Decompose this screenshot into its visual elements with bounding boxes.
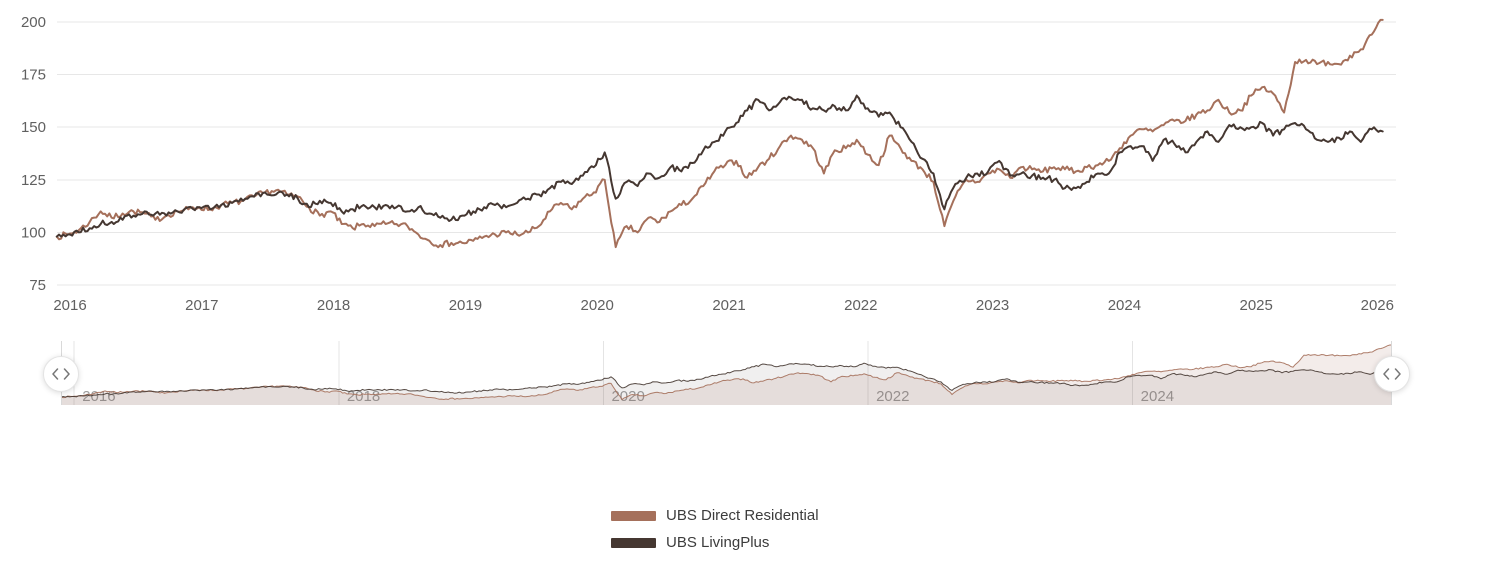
- series-line-ubs-direct-residential[interactable]: [55, 18, 1384, 249]
- navigator-axis-label: 2024: [1141, 388, 1174, 405]
- legend: UBS Direct Residential UBS LivingPlus: [611, 507, 819, 551]
- x-axis-label: 2019: [449, 297, 482, 314]
- navigator-right-handle[interactable]: [1374, 356, 1410, 392]
- navigator-axis-label: 2022: [876, 388, 909, 405]
- legend-item-ubs-direct-residential[interactable]: UBS Direct Residential: [611, 507, 819, 524]
- navigator-chart[interactable]: 20162018202020222024: [0, 339, 1493, 409]
- x-axis-label: 2025: [1240, 297, 1273, 314]
- chevrons-left-right-icon: [52, 368, 70, 380]
- navigator-axis-label: 2018: [347, 388, 380, 405]
- x-axis-label: 2024: [1108, 297, 1141, 314]
- y-axis-label: 75: [29, 277, 46, 294]
- y-axis-label: 125: [21, 172, 46, 189]
- y-axis-label: 100: [21, 224, 46, 241]
- legend-swatch-ubs-livingplus: [611, 537, 656, 548]
- navigator-left-handle[interactable]: [43, 356, 79, 392]
- navigator-area: [61, 363, 1392, 405]
- main-chart[interactable]: 200 175 150 125 100 75 2016 2017 2018 2019 2020 202…: [0, 0, 1493, 330]
- legend-label-ubs-direct-residential: UBS Direct Residential: [666, 507, 819, 524]
- x-axis-label: 2022: [844, 297, 877, 314]
- navigator-series-line: [60, 362, 1393, 398]
- x-axis-label: 2018: [317, 297, 350, 314]
- navigator-axis-label: 2016: [82, 388, 115, 405]
- x-axis-label: 2026: [1361, 297, 1394, 314]
- chevrons-left-right-icon: [1383, 368, 1401, 380]
- x-axis-label: 2020: [581, 297, 614, 314]
- x-axis-label: 2016: [53, 297, 86, 314]
- navigator-area: [61, 345, 1392, 405]
- x-axis-label: 2017: [185, 297, 218, 314]
- navigator-series-line: [60, 344, 1392, 401]
- x-axis-label: 2021: [712, 297, 745, 314]
- y-axis-label: 175: [21, 67, 46, 84]
- y-axis-label: 150: [21, 119, 46, 136]
- y-axis-label: 200: [21, 14, 46, 31]
- series-line-ubs-livingplus[interactable]: [55, 94, 1384, 238]
- navigator[interactable]: 20162018202020222024: [0, 339, 1493, 409]
- legend-swatch-ubs-direct-residential: [611, 510, 656, 521]
- legend-item-ubs-livingplus[interactable]: UBS LivingPlus: [611, 534, 819, 551]
- legend-label-ubs-livingplus: UBS LivingPlus: [666, 534, 770, 551]
- x-axis-label: 2023: [976, 297, 1009, 314]
